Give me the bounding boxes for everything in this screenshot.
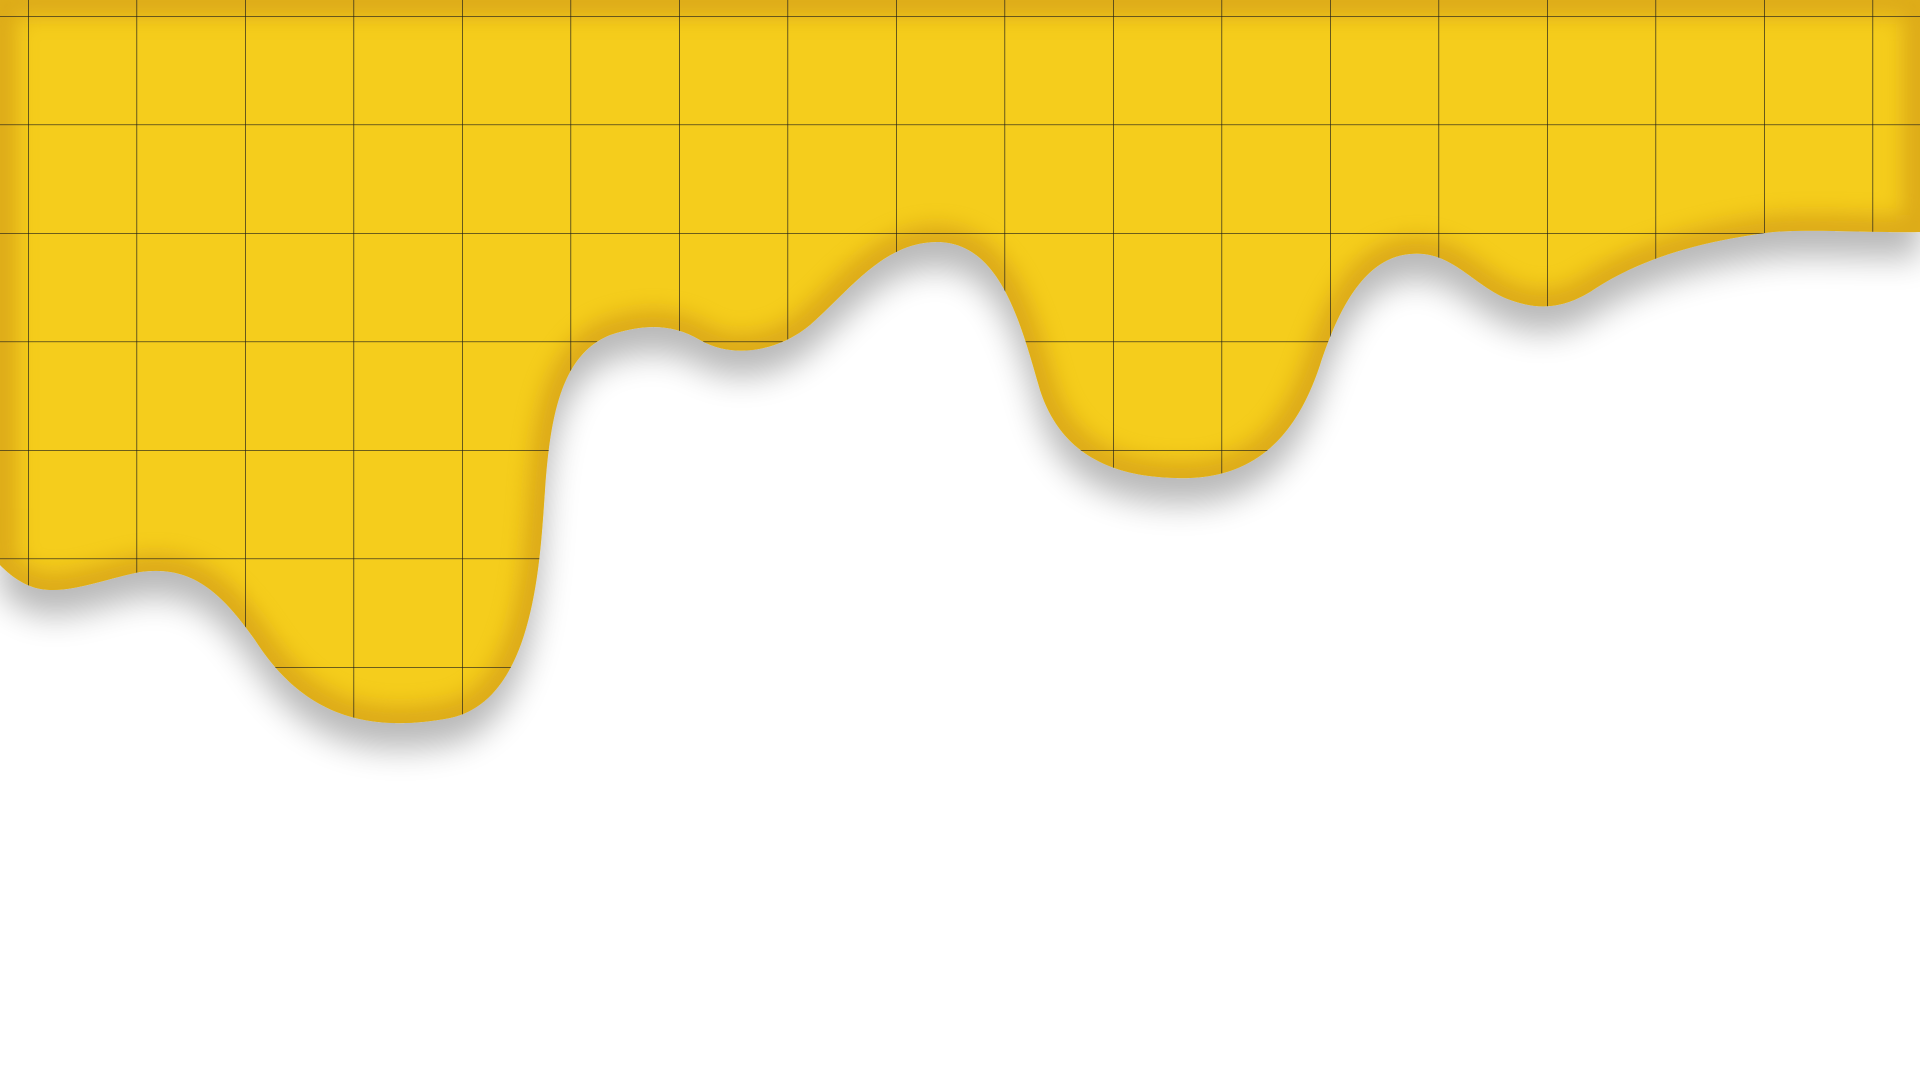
grid-overlay (0, 0, 1920, 724)
yellow-grid-drip-graphic (0, 0, 1920, 724)
background-canvas (0, 0, 1920, 724)
drip-edge-shading (0, 0, 1920, 724)
